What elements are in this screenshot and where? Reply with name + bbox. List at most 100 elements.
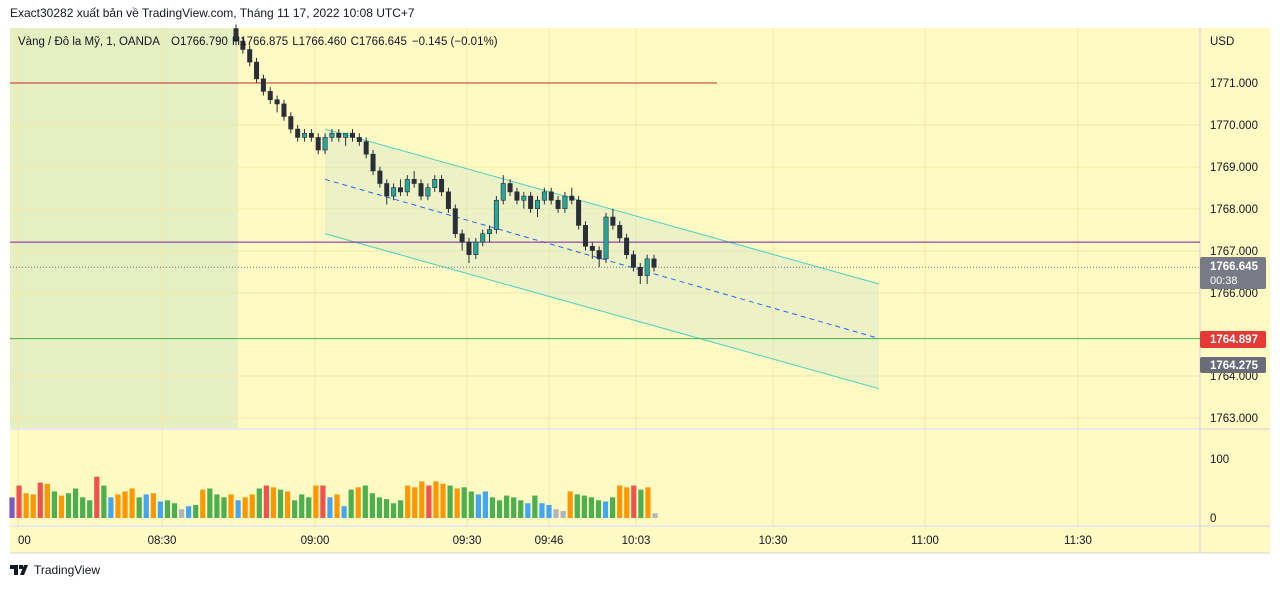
candle-body: [617, 225, 623, 239]
volume-bar: [129, 488, 135, 518]
candle-body: [459, 233, 465, 243]
volume-bar: [101, 485, 107, 518]
candle-body: [603, 216, 609, 260]
volume-bar: [412, 487, 418, 518]
session-highlight: [10, 28, 238, 428]
volume-bar: [532, 495, 538, 518]
volume-bar: [574, 494, 580, 518]
candle-body: [445, 191, 451, 209]
alert-price-badge[interactable]: 1764.897: [1200, 331, 1266, 348]
volume-bar: [383, 499, 390, 518]
volume-bar: [461, 487, 467, 518]
volume-bar: [376, 497, 383, 518]
chart-symbol-line[interactable]: Vàng / Đô la Mỹ, 1, OANDA: [18, 36, 160, 48]
footer-brand[interactable]: TradingView: [34, 563, 101, 577]
volume-bar: [65, 493, 72, 518]
candle-body: [610, 216, 616, 226]
ohlc-low-label: L: [292, 36, 299, 48]
ohlc-low: 1766.460: [299, 36, 347, 48]
volume-bar: [270, 487, 277, 518]
volume-bar: [602, 501, 609, 518]
ohlc-change: −0.145 (−0.01%): [412, 36, 498, 48]
volume-bar: [398, 500, 404, 518]
candle-body: [302, 132, 308, 138]
last-price-value: 1766.645: [1210, 261, 1259, 273]
time-tick-label: 10:30: [759, 535, 788, 547]
volume-bar: [108, 497, 114, 518]
ohlc-high-label: H: [232, 36, 240, 48]
candle-body: [535, 199, 541, 209]
candle-body: [439, 179, 445, 193]
candle-body: [514, 191, 520, 201]
volume-bar: [362, 485, 368, 518]
candle-body: [267, 91, 273, 101]
volume-bar: [164, 500, 171, 518]
volume-bar: [588, 497, 595, 518]
volume-bar: [539, 503, 545, 518]
regression-channel[interactable]: [324, 128, 880, 390]
price-tick-label: 1768.000: [1210, 204, 1258, 216]
candle-body: [308, 132, 314, 138]
candle-body: [493, 199, 499, 230]
candle-body: [596, 250, 602, 260]
volume-bar: [426, 485, 432, 518]
candle-body: [274, 99, 280, 105]
volume-bar: [306, 497, 312, 518]
volume-bar: [80, 497, 86, 518]
volume-bar: [511, 497, 517, 518]
footer: TradingView: [10, 563, 100, 577]
volume-bar: [610, 497, 616, 518]
channel-lower-line: [324, 233, 880, 390]
candle-body: [582, 225, 588, 247]
time-tick-label: 11:00: [911, 535, 939, 547]
candle-body: [562, 195, 568, 209]
candle-body: [281, 103, 287, 117]
candle-body: [480, 233, 486, 243]
lower-price-badge: 1764.275: [1200, 357, 1266, 373]
candle-body: [397, 187, 403, 193]
volume-bar: [16, 485, 22, 518]
volume-bar: [122, 491, 128, 518]
candle-body: [521, 195, 527, 201]
volume-bar: [277, 489, 284, 518]
volume-bar: [652, 513, 658, 518]
lower-price-value: 1764.275: [1210, 360, 1259, 372]
volume-bar: [348, 489, 354, 518]
volume-bar: [214, 494, 220, 518]
candle-body: [336, 132, 342, 138]
candle-body: [356, 137, 362, 142]
bar-countdown: 00:38: [1210, 275, 1238, 287]
volume-bar: [299, 494, 305, 518]
time-axis-bg: [10, 527, 1200, 553]
time-tick-label: 10:03: [622, 535, 651, 547]
volume-bar: [504, 495, 510, 518]
volume-bars: [9, 476, 658, 518]
ohlc-open-label: O: [171, 36, 180, 48]
candle-body: [391, 187, 397, 197]
volume-bar: [150, 493, 156, 518]
volume-bar: [228, 494, 234, 518]
volume-bar: [207, 488, 213, 518]
volume-bar: [525, 503, 531, 518]
candle-body: [247, 49, 253, 63]
volume-bar: [221, 497, 227, 518]
volume-bar: [468, 491, 474, 518]
candle-body: [322, 137, 328, 151]
volume-bar: [447, 485, 453, 518]
volume-bar: [58, 495, 65, 518]
volume-bar: [171, 503, 178, 518]
volume-bar: [178, 509, 185, 518]
volume-bar: [355, 487, 361, 518]
volume-bar: [37, 482, 43, 518]
candlesticks: [233, 24, 657, 284]
volume-bar: [390, 503, 397, 518]
volume-bar: [327, 497, 333, 518]
time-tick-label: 00: [18, 535, 31, 547]
candle-body: [329, 132, 335, 138]
candle-body: [384, 183, 390, 197]
volume-tick-label: 0: [1210, 513, 1216, 525]
volume-bar: [617, 485, 623, 518]
volume-bar: [482, 491, 489, 518]
volume-bar: [567, 491, 573, 518]
